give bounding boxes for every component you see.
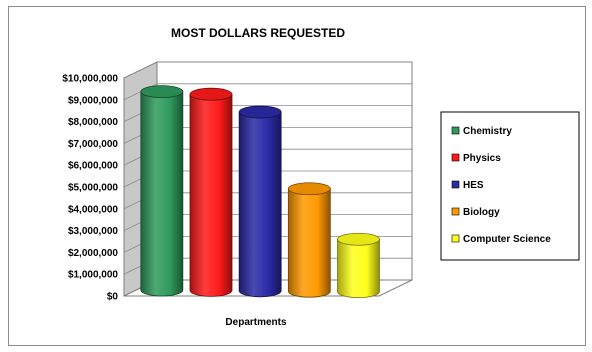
legend-swatch (451, 126, 460, 135)
y-axis-ticks: $0 $1,000,000 $2,000,000 $3,000,000 $4,000,0… (62, 74, 118, 303)
legend-item: Physics (451, 153, 501, 164)
legend-item: Biology (451, 207, 500, 218)
bars (140, 85, 380, 298)
chart-title: MOST DOLLARS REQUESTED (171, 26, 345, 40)
legend-label: HES (463, 180, 484, 191)
y-tick-label: $8,000,000 (68, 117, 118, 128)
y-tick-label: $3,000,000 (68, 226, 118, 237)
bar-biology (287, 182, 331, 298)
y-tick-label: $7,000,000 (68, 139, 118, 150)
legend-item: Computer Science (451, 234, 551, 245)
gridline-side (123, 61, 158, 79)
y-tick-label: $2,000,000 (68, 248, 118, 259)
y-tick-label: $5,000,000 (68, 183, 118, 194)
bar-physics (189, 87, 233, 297)
legend-label: Chemistry (463, 126, 512, 137)
legend-item: Chemistry (451, 126, 512, 137)
x-axis-label: Departments (225, 317, 287, 328)
legend-box (440, 111, 580, 261)
y-tick-label: $0 (107, 292, 119, 303)
legend-item: HES (451, 180, 484, 191)
bar-computer-science (337, 232, 380, 298)
y-tick-label: $9,000,000 (68, 95, 118, 106)
legend-swatch (451, 180, 460, 189)
bar-hes (238, 105, 282, 298)
y-tick-label: $4,000,000 (68, 204, 118, 215)
legend-label: Biology (463, 207, 500, 218)
legend-swatch (451, 234, 460, 243)
legend: Chemistry Physics HES Biology Computer Scien… (440, 111, 580, 261)
legend-swatch (451, 153, 460, 162)
y-tick-label: $10,000,000 (62, 74, 118, 85)
y-tick-label: $1,000,000 (68, 270, 118, 281)
legend-label: Computer Science (463, 234, 551, 245)
bar-chemistry (140, 85, 184, 297)
legend-swatch (451, 207, 460, 216)
legend-label: Physics (463, 153, 501, 164)
y-tick-label: $6,000,000 (68, 161, 118, 172)
